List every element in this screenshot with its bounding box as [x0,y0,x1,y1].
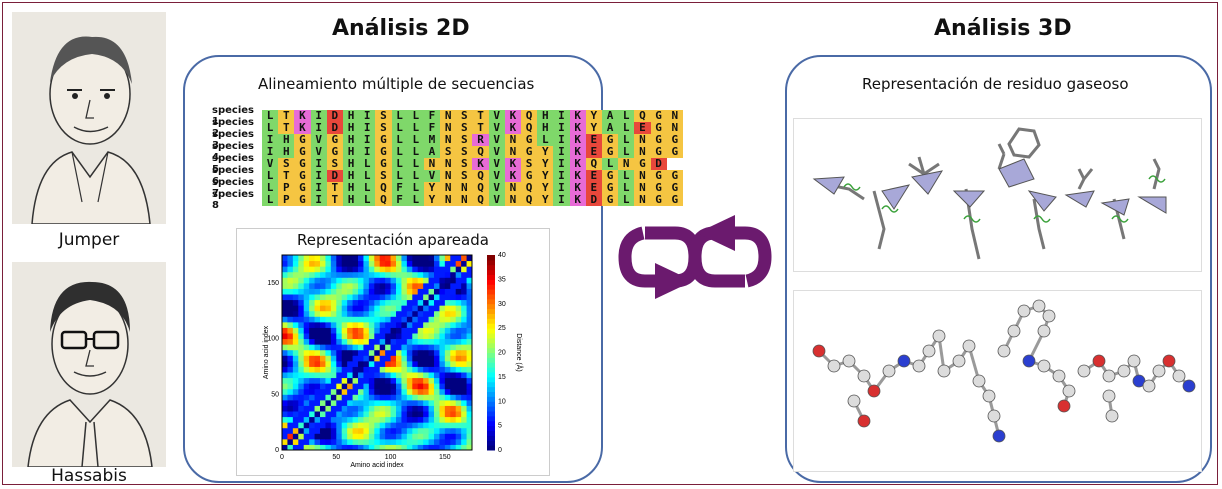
y-tick-label: 150 [267,280,279,287]
x-axis-label: Amino acid index [350,462,404,469]
molecule-bonds [817,304,1191,437]
colorbar-label: Distance (Å) [515,333,524,372]
heatmap-title: Representación apareada [297,231,489,249]
y-tick-label: 0 [275,447,279,454]
heatmap-cells [282,255,473,451]
colorbar-tick-label: 20 [498,350,506,357]
colorbar-tick-label: 10 [498,398,506,405]
residue-frames-diagram [812,127,1167,260]
colorbar-tick-label: 25 [498,325,506,332]
ball-and-stick-card [793,290,1202,472]
x-tick-label: 50 [332,454,340,461]
heatmap-frame [281,254,473,451]
colorbar-tick-label: 35 [498,276,506,283]
y-axis-label: Amino acid index [263,325,270,379]
jumper-caption: Jumper [58,230,120,250]
msa-species-label: species 4 [212,141,254,163]
msa-species-label: species 8 [212,189,254,211]
x-tick-label: 150 [439,454,451,461]
hassabis-caption: Hassabis [51,466,127,486]
msa-species-label: species 2 [212,117,254,139]
jumper-portrait [12,12,166,225]
msa-species-label: species 7 [212,177,254,199]
colorbar [487,255,495,451]
colorbar-tick-label: 30 [498,301,506,308]
analysis-2d-heading: Análisis 2D [332,16,470,41]
colorbar-tick-label: 5 [498,423,502,430]
ball-and-stick-molecule [812,299,1196,443]
analysis-3d-heading: Análisis 3D [934,16,1072,41]
msa-species-label: species 1 [212,105,254,127]
residue-representation-card [793,118,1202,272]
cycle-arrows-icon [618,215,772,299]
colorbar-tick-label: 40 [498,252,506,259]
msa-title: Alineamiento múltiple de secuencias [258,75,535,93]
colorbar-tick-label: 15 [498,374,506,381]
msa-species-label: species 6 [212,165,254,187]
hassabis-portrait [12,262,166,468]
y-tick-label: 50 [271,391,279,398]
x-tick-label: 100 [385,454,397,461]
colorbar-tick-label: 0 [498,447,502,454]
y-tick-label: 100 [267,336,279,343]
molecule-atoms [812,299,1196,443]
msa-species-label: species 5 [212,153,254,175]
x-tick-label: 0 [280,454,284,461]
msa-species-label: species 3 [212,129,254,151]
gas-residue-title: Representación de residuo gaseoso [862,75,1129,93]
